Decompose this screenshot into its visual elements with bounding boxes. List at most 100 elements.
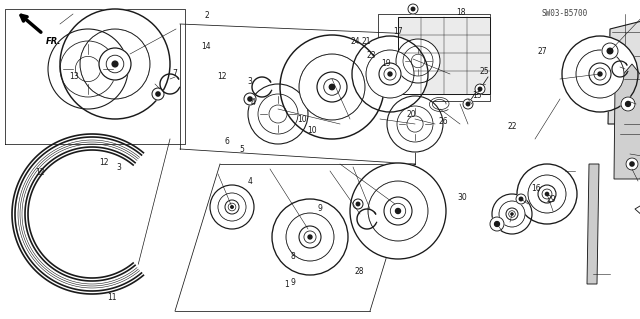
Circle shape: [309, 64, 355, 110]
Text: 7: 7: [172, 69, 177, 78]
Circle shape: [224, 199, 240, 215]
Circle shape: [294, 221, 326, 253]
Text: 16: 16: [531, 184, 541, 193]
Circle shape: [81, 30, 148, 98]
Text: 6: 6: [225, 137, 230, 146]
Circle shape: [538, 185, 556, 203]
Circle shape: [231, 206, 233, 208]
Circle shape: [98, 47, 132, 81]
Circle shape: [350, 163, 446, 259]
Circle shape: [353, 199, 363, 209]
Polygon shape: [398, 17, 490, 94]
Circle shape: [580, 54, 620, 94]
Circle shape: [299, 226, 321, 248]
Circle shape: [579, 53, 621, 95]
Circle shape: [48, 29, 128, 109]
Circle shape: [352, 36, 428, 112]
Text: 12: 12: [36, 168, 45, 177]
Circle shape: [529, 176, 565, 212]
Circle shape: [586, 60, 614, 88]
Circle shape: [287, 214, 333, 260]
Polygon shape: [614, 64, 640, 179]
Circle shape: [156, 92, 160, 96]
Circle shape: [316, 70, 349, 104]
Text: 3: 3: [247, 77, 252, 86]
Circle shape: [304, 59, 360, 115]
Text: 2: 2: [204, 11, 209, 20]
Circle shape: [588, 62, 612, 86]
Circle shape: [562, 36, 638, 112]
Circle shape: [96, 45, 134, 83]
Circle shape: [89, 38, 141, 90]
Text: 4: 4: [250, 98, 255, 107]
Circle shape: [301, 56, 363, 118]
Circle shape: [291, 218, 329, 256]
Circle shape: [380, 193, 415, 229]
Circle shape: [369, 53, 411, 95]
Circle shape: [516, 194, 526, 204]
Circle shape: [223, 198, 241, 216]
Circle shape: [582, 57, 618, 91]
Circle shape: [373, 186, 423, 236]
Circle shape: [371, 55, 409, 93]
Circle shape: [86, 34, 145, 93]
Circle shape: [372, 56, 408, 92]
Text: 18: 18: [456, 8, 465, 17]
Circle shape: [534, 181, 560, 207]
Circle shape: [312, 66, 353, 108]
Text: 12: 12: [100, 158, 109, 167]
Circle shape: [376, 60, 404, 88]
Circle shape: [372, 57, 407, 91]
Circle shape: [91, 40, 139, 88]
Circle shape: [290, 217, 330, 257]
Circle shape: [626, 158, 638, 170]
Circle shape: [288, 215, 332, 259]
Circle shape: [308, 63, 356, 111]
Circle shape: [272, 199, 348, 275]
Text: 21: 21: [362, 37, 371, 46]
Circle shape: [621, 97, 635, 111]
Circle shape: [330, 84, 335, 90]
Circle shape: [589, 63, 611, 85]
Circle shape: [300, 55, 365, 120]
Circle shape: [210, 185, 254, 229]
Circle shape: [312, 67, 352, 107]
Circle shape: [218, 193, 246, 221]
Circle shape: [367, 51, 413, 97]
Circle shape: [60, 9, 170, 119]
Circle shape: [302, 57, 362, 117]
Circle shape: [296, 223, 324, 251]
Text: 20: 20: [406, 110, 417, 119]
Circle shape: [83, 32, 147, 96]
Circle shape: [369, 182, 427, 240]
Circle shape: [221, 197, 243, 217]
Circle shape: [314, 69, 350, 105]
Text: 10: 10: [307, 126, 317, 135]
Circle shape: [317, 72, 347, 102]
Text: 10: 10: [297, 115, 307, 124]
Circle shape: [532, 179, 563, 209]
Text: 22: 22: [508, 122, 516, 130]
Circle shape: [408, 4, 418, 14]
Text: 9: 9: [317, 204, 323, 213]
Circle shape: [300, 55, 364, 119]
Text: SW03-B5700: SW03-B5700: [542, 10, 588, 19]
Circle shape: [388, 72, 392, 76]
Text: 25: 25: [479, 67, 490, 76]
Circle shape: [303, 58, 360, 115]
Circle shape: [248, 97, 252, 101]
Circle shape: [87, 36, 143, 92]
Circle shape: [225, 200, 239, 214]
Circle shape: [94, 43, 136, 85]
Text: 26: 26: [438, 117, 449, 126]
Circle shape: [630, 162, 634, 166]
Circle shape: [374, 59, 406, 89]
Circle shape: [537, 184, 557, 204]
Text: 14: 14: [201, 42, 211, 51]
Circle shape: [81, 29, 150, 99]
Circle shape: [376, 60, 404, 88]
Text: 9: 9: [291, 278, 296, 287]
Circle shape: [519, 197, 523, 201]
Circle shape: [223, 197, 241, 217]
Circle shape: [412, 7, 415, 11]
